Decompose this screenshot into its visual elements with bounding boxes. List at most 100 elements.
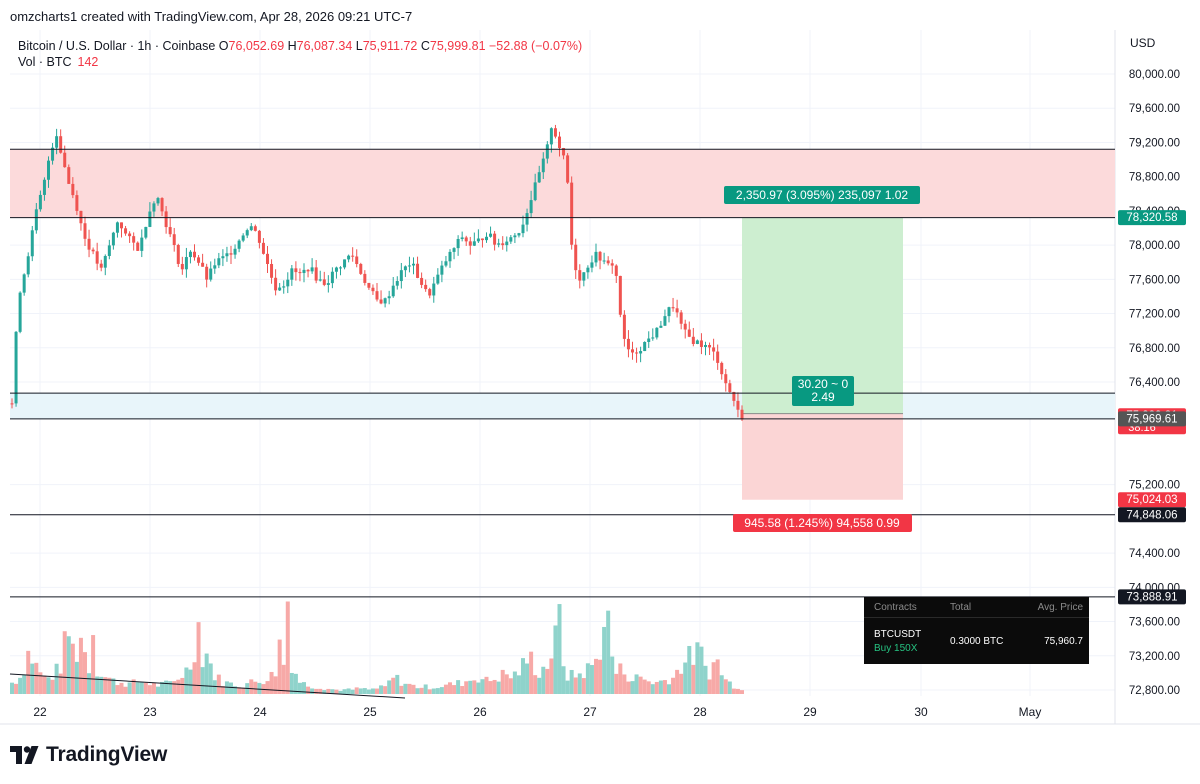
volume-bar — [265, 681, 270, 694]
volume-bar — [224, 681, 229, 694]
candle-body — [655, 327, 659, 338]
volume-bar — [585, 663, 590, 694]
volume-bar — [257, 682, 262, 694]
volume-bar — [435, 688, 440, 694]
position-avg-price: 75,960.7 — [1044, 635, 1083, 647]
candle-body — [525, 213, 529, 225]
volume-bar — [350, 689, 355, 694]
volume-bar — [127, 682, 132, 694]
price-tick-label: 80,000.00 — [1129, 69, 1180, 81]
candle-body — [375, 291, 379, 300]
open-value: 76,052.69 — [228, 39, 285, 53]
candle-body — [497, 243, 501, 245]
avg-price-header: Avg. Price — [1037, 601, 1083, 613]
open-label: O — [218, 39, 229, 53]
volume-bar — [419, 687, 424, 694]
candle-body — [659, 325, 663, 328]
volume-bar — [123, 686, 128, 694]
volume-value: 142 — [77, 55, 99, 69]
candle-body — [631, 349, 634, 353]
price-tag-label: 75,969.61 — [1126, 413, 1177, 425]
volume-bar — [249, 679, 254, 694]
volume-bar — [107, 677, 112, 694]
volume-bar — [634, 674, 639, 694]
brand-name: TradingView — [46, 743, 168, 766]
candle-body — [241, 235, 245, 241]
volume-bar — [476, 682, 481, 694]
candle-body — [724, 374, 728, 384]
volume-bar — [99, 676, 104, 694]
volume-bar — [192, 662, 197, 694]
volume-bar — [375, 688, 379, 694]
time-tick-label: 29 — [803, 705, 817, 719]
candle-body — [233, 248, 237, 255]
volume-bar — [103, 677, 108, 694]
volume-bar — [460, 686, 465, 694]
volume-bar — [160, 681, 165, 694]
volume-bar — [302, 682, 306, 694]
volume-bar — [549, 658, 554, 694]
candle-body — [383, 298, 387, 304]
candle-body — [253, 226, 257, 231]
volume-bar — [504, 674, 509, 694]
volume-bar — [273, 676, 278, 694]
volume-bar — [492, 679, 497, 694]
price-tick-label: 73,200.00 — [1129, 651, 1180, 663]
time-tick-label: 22 — [33, 705, 47, 719]
time-tick-label: 28 — [693, 705, 707, 719]
price-chart[interactable]: 80,000.0079,600.0079,200.0078,800.0078,4… — [0, 30, 1200, 726]
candle-body — [140, 237, 144, 251]
price-tag-label: 78,320.58 — [1126, 212, 1177, 224]
stop-loss-zone — [742, 413, 903, 500]
footer-brand: TradingView — [10, 742, 167, 768]
volume-bar — [379, 685, 384, 694]
candle-body — [225, 253, 229, 257]
time-tick-label: 30 — [914, 705, 928, 719]
volume-bar — [54, 663, 59, 694]
volume-bar — [731, 688, 736, 694]
candle-body — [111, 232, 115, 246]
volume-bar — [95, 676, 100, 694]
close-label: C — [420, 39, 430, 53]
candle-body — [622, 314, 626, 339]
price-tick-label: 76,400.00 — [1129, 377, 1180, 389]
volume-bar — [484, 676, 489, 694]
volume-bar — [727, 681, 732, 694]
volume-bar — [70, 643, 75, 694]
candle-body — [416, 263, 420, 278]
candle-body — [537, 172, 541, 183]
candle-body — [570, 182, 574, 245]
candle-body — [578, 270, 582, 281]
time-axis: 22 23 24 25 26 27 28 29 30 May — [33, 705, 1041, 719]
candle-body — [205, 266, 209, 280]
candle-body — [452, 248, 456, 252]
volume-bar — [516, 675, 521, 694]
volume-bar — [362, 688, 367, 694]
candle-body — [91, 249, 95, 252]
candle-body — [144, 226, 148, 238]
candle-body — [529, 200, 533, 214]
high-value: 76,087.34 — [296, 39, 353, 53]
candle-body — [590, 262, 594, 268]
candle-body — [480, 238, 484, 241]
volume-bar — [139, 682, 144, 694]
currency-selector[interactable]: USD — [1130, 36, 1156, 50]
candle-body — [290, 268, 294, 280]
volume-bar — [512, 671, 517, 694]
candle-body — [274, 277, 278, 291]
candlesticks — [10, 124, 744, 422]
volume-bar — [715, 659, 720, 694]
candle-body — [176, 245, 180, 264]
change-value: −52.88 (−0.07%) — [489, 39, 583, 53]
candle-body — [594, 251, 598, 263]
candle-body — [193, 251, 196, 258]
volume-bar — [687, 645, 692, 694]
candle-body — [270, 263, 274, 278]
candle-body — [582, 272, 586, 281]
price-tick-label: 74,400.00 — [1129, 548, 1180, 560]
symbol-title[interactable]: Bitcoin / U.S. Dollar · 1h · Coinbase — [18, 39, 216, 53]
volume-bar — [675, 669, 680, 694]
volume-bar — [610, 656, 615, 694]
volume-bar — [387, 680, 392, 694]
volume-bar — [569, 669, 574, 694]
